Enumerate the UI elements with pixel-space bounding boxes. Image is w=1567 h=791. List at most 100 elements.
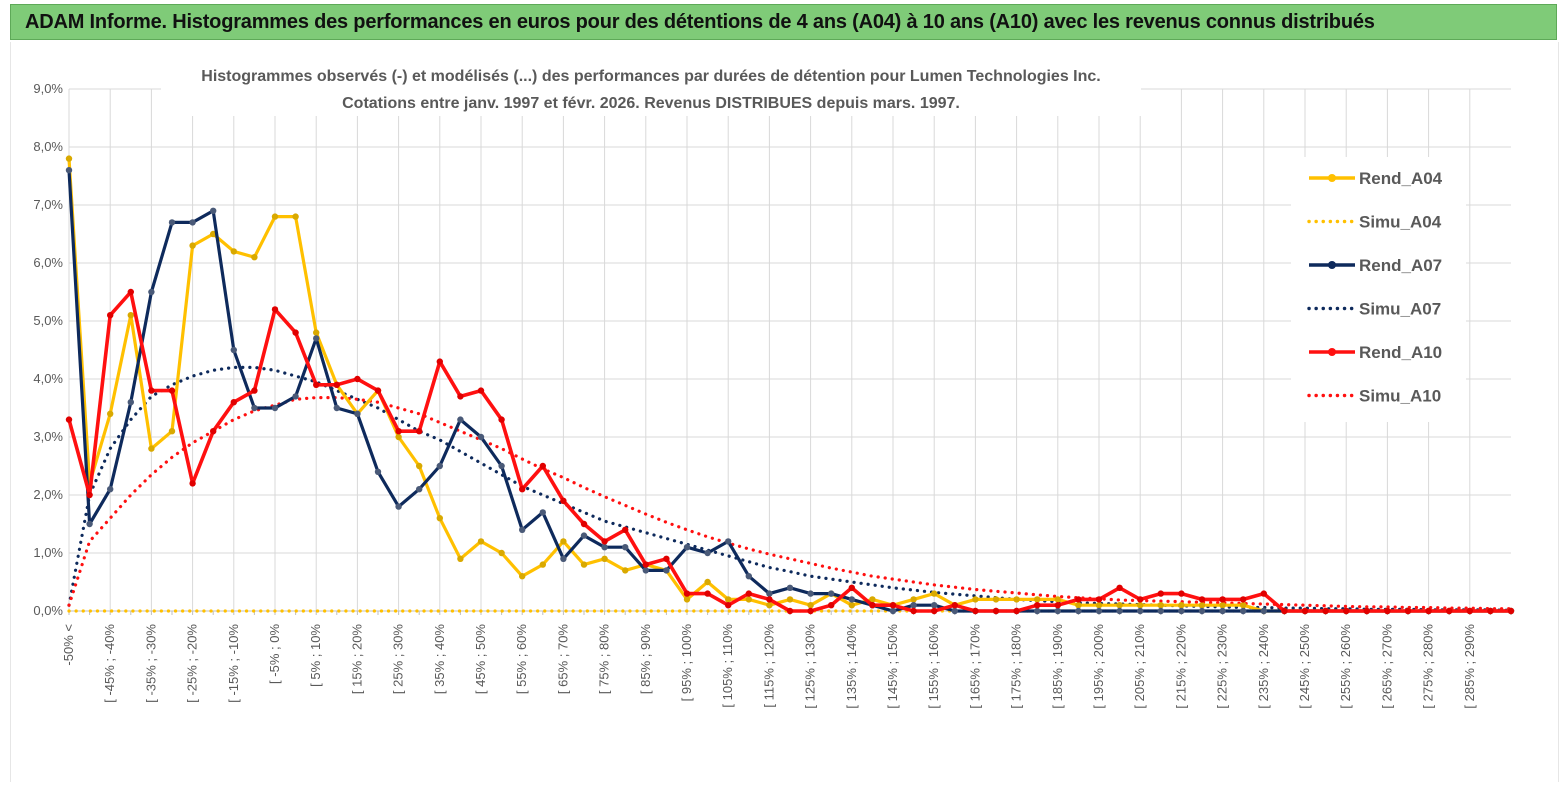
x-tick-label: [ 235% ; 240% <box>1256 624 1271 709</box>
data-point-rend-a04 <box>560 538 567 545</box>
x-tick-label: [ 255% ; 260% <box>1338 624 1353 709</box>
data-point-rend-a10 <box>1384 607 1391 615</box>
data-point-rend-a10 <box>251 387 258 394</box>
data-point-rend-a07 <box>580 532 588 539</box>
data-point-rend-a10 <box>127 288 134 296</box>
data-point-rend-a04 <box>168 428 176 435</box>
data-point-rend-a10 <box>828 602 835 609</box>
data-point-rend-a10 <box>580 520 588 528</box>
data-point-rend-a10 <box>1054 602 1062 609</box>
data-point-rend-a07 <box>477 433 485 441</box>
y-tick-label: 3,0% <box>33 429 63 444</box>
data-point-rend-a10 <box>745 590 752 597</box>
data-point-rend-a07 <box>395 503 402 510</box>
chart-subtitle: Cotations entre janv. 1997 et févr. 2026… <box>342 95 960 112</box>
data-point-rend-a10 <box>1343 607 1350 615</box>
data-point-rend-a07 <box>539 509 546 516</box>
data-point-rend-a07 <box>951 607 958 615</box>
y-tick-label: 8,0% <box>33 139 63 154</box>
data-point-rend-a07 <box>416 486 423 493</box>
data-point-rend-a10 <box>1507 607 1515 615</box>
data-point-rend-a10 <box>1281 607 1288 615</box>
series-layer <box>65 155 1515 615</box>
data-point-rend-a04 <box>601 555 608 562</box>
x-tick-label: [ 225% ; 230% <box>1215 624 1230 709</box>
data-point-rend-a10 <box>65 416 73 423</box>
x-tick-label: [ -15% ; -10% <box>226 624 241 703</box>
data-point-rend-a07 <box>107 486 114 493</box>
data-point-rend-a10 <box>498 416 505 423</box>
data-point-rend-a10 <box>1157 590 1165 597</box>
data-point-rend-a07 <box>1095 607 1103 615</box>
data-point-rend-a07 <box>230 346 237 354</box>
series-line-simu-a10 <box>67 396 1513 611</box>
x-tick-label: [ 145% ; 150% <box>885 624 900 709</box>
data-point-rend-a07 <box>828 590 835 597</box>
grid-layer <box>68 88 1511 612</box>
data-point-rend-a04 <box>704 578 711 586</box>
data-point-rend-a04 <box>807 602 814 609</box>
data-point-rend-a10 <box>786 607 794 615</box>
data-point-rend-a04 <box>539 561 546 568</box>
data-point-rend-a07 <box>65 167 73 174</box>
x-tick-label: [ 95% ; 100% <box>679 624 694 702</box>
data-point-rend-a10 <box>601 538 608 545</box>
data-point-rend-a04 <box>1095 602 1103 609</box>
data-point-rend-a07 <box>848 596 855 603</box>
data-point-rend-a07 <box>807 590 814 597</box>
y-tick-label: 1,0% <box>33 545 63 560</box>
data-point-rend-a10 <box>354 375 361 383</box>
data-point-rend-a07 <box>1178 607 1185 615</box>
data-point-rend-a10 <box>1013 607 1020 615</box>
data-point-rend-a04 <box>1013 596 1020 603</box>
data-point-rend-a07 <box>313 335 320 342</box>
data-point-rend-a04 <box>416 462 423 470</box>
x-tick-label: [ 135% ; 140% <box>844 624 859 709</box>
legend-marker-rend-a10 <box>1328 348 1336 356</box>
data-point-rend-a10 <box>1034 602 1041 609</box>
data-point-rend-a07 <box>704 549 711 557</box>
data-point-rend-a10 <box>1425 607 1432 615</box>
x-tick-label: [ 285% ; 290% <box>1462 624 1477 709</box>
data-point-rend-a10 <box>1322 607 1329 615</box>
data-point-rend-a07 <box>1034 607 1041 615</box>
data-point-rend-a10 <box>1116 584 1123 591</box>
data-point-rend-a10 <box>683 590 691 597</box>
data-point-rend-a04 <box>477 538 485 545</box>
data-point-rend-a04 <box>1137 602 1144 609</box>
y-tick-label: 7,0% <box>33 197 63 212</box>
data-point-rend-a10 <box>642 561 649 568</box>
legend-label-rend-a10: Rend_A10 <box>1359 343 1442 362</box>
data-point-rend-a10 <box>560 497 567 504</box>
data-point-rend-a07 <box>189 219 196 226</box>
data-point-rend-a10 <box>395 428 402 435</box>
data-point-rend-a07 <box>1075 607 1082 615</box>
x-tick-label: [ 65% ; 70% <box>555 624 570 695</box>
data-point-rend-a10 <box>539 462 546 470</box>
data-point-rend-a07 <box>1137 607 1144 615</box>
data-point-rend-a07 <box>766 590 773 597</box>
data-point-rend-a07 <box>436 462 443 470</box>
data-point-rend-a10 <box>313 381 320 388</box>
x-tick-label: [ 165% ; 170% <box>967 624 982 709</box>
chart-area: 0,0% 1,0% 2,0% 3,0% 4,0% 5,0% 6,0% 7,0% 8,0% 9,0%… <box>10 42 1559 782</box>
data-point-rend-a04 <box>1034 596 1041 603</box>
data-point-rend-a10 <box>477 387 485 394</box>
data-point-rend-a04 <box>580 561 588 568</box>
data-point-rend-a10 <box>1178 590 1185 597</box>
data-point-rend-a04 <box>498 549 505 557</box>
data-point-rend-a04 <box>1178 602 1185 609</box>
data-point-rend-a04 <box>457 555 464 562</box>
data-point-rend-a10 <box>1075 596 1082 603</box>
data-point-rend-a07 <box>86 520 93 528</box>
report-banner: ADAM Informe. Histogrammes des performan… <box>10 4 1557 40</box>
legend: Rend_A04 Simu_A04 Rend_A07 Simu_A07 Rend_A10… <box>1291 157 1466 422</box>
data-point-rend-a04 <box>251 254 258 261</box>
data-point-rend-a10 <box>848 584 855 591</box>
data-point-rend-a10 <box>107 312 114 319</box>
data-point-rend-a07 <box>786 584 794 591</box>
data-point-rend-a10 <box>230 399 237 406</box>
x-tick-label: [ -5% ; 0% <box>267 624 282 684</box>
data-point-rend-a04 <box>745 596 752 603</box>
data-point-rend-a07 <box>601 544 608 551</box>
